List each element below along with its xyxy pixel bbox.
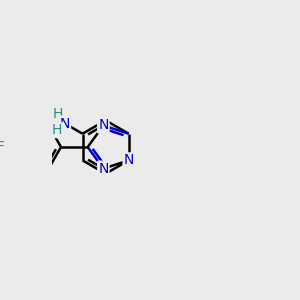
Text: H: H xyxy=(53,107,63,121)
Text: N: N xyxy=(98,118,109,133)
Text: H: H xyxy=(52,123,62,137)
Text: N: N xyxy=(124,153,134,167)
Text: N: N xyxy=(60,116,70,130)
Text: N: N xyxy=(98,162,109,176)
Text: F: F xyxy=(0,140,5,154)
